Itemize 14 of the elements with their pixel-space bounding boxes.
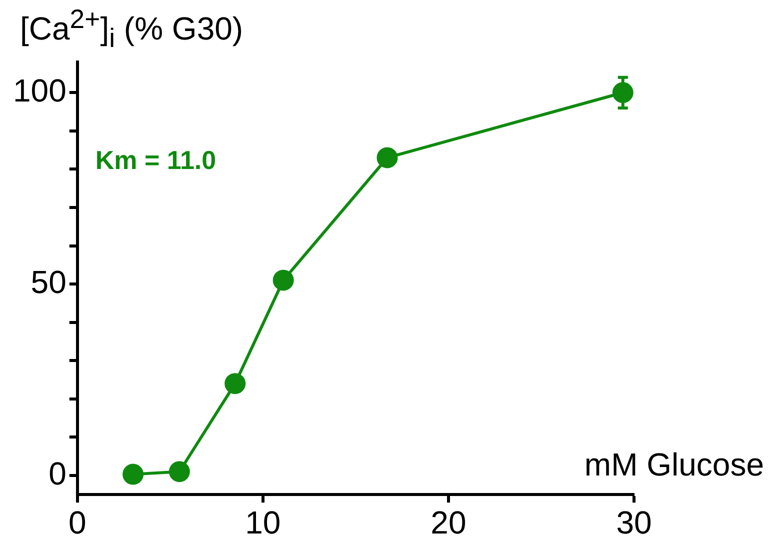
- annotation: Km = 11.0: [95, 145, 216, 176]
- y-tick-label: 50: [30, 264, 66, 300]
- y-tick-label: 0: [48, 455, 66, 492]
- point: [376, 147, 398, 168]
- point: [122, 464, 144, 485]
- y-axis-title: [Ca$^{2+}$]$_{i}$ (% G30): [20, 4, 244, 54]
- x-tick-label: 20: [430, 504, 466, 541]
- point: [168, 461, 190, 482]
- y-tick-label: 100: [13, 72, 66, 108]
- x-axis-title: mM Glucose: [584, 446, 764, 482]
- x-tick-label: 30: [616, 504, 652, 541]
- x-tick-label: 10: [245, 504, 281, 541]
- point: [272, 270, 294, 291]
- point: [224, 373, 246, 394]
